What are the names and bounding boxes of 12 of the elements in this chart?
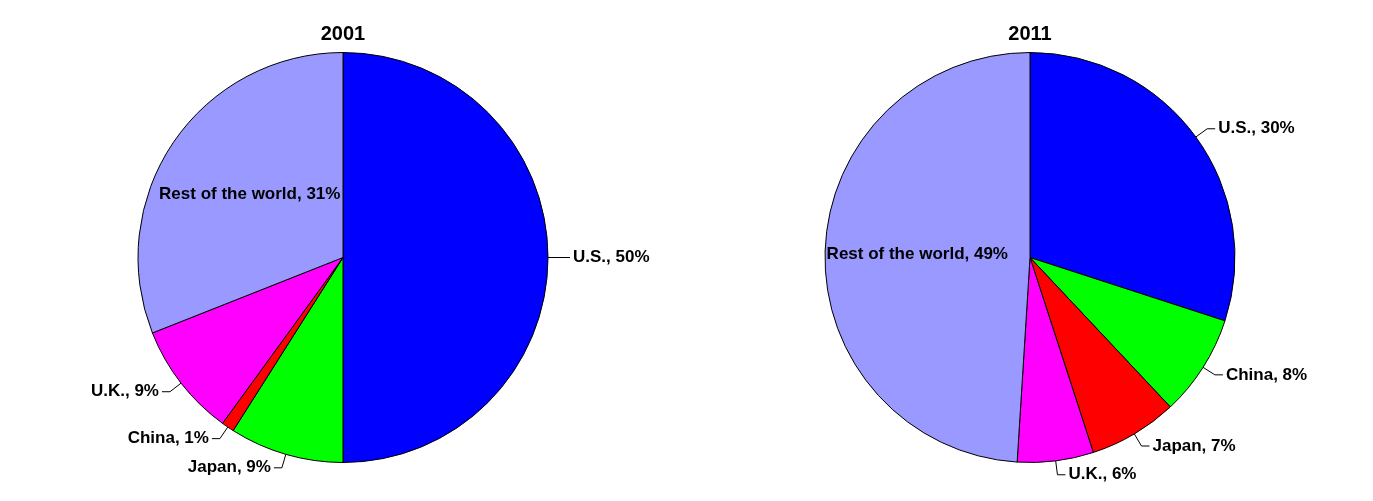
slice-label: China, 1%: [127, 428, 209, 448]
chart-title: 2001: [320, 21, 366, 44]
slice-label: U.S., 30%: [1218, 118, 1295, 138]
slice-label: Rest of the world, 31%: [159, 183, 341, 203]
slice-label: U.K., 6%: [1068, 464, 1137, 484]
slice-label: Japan, 7%: [1152, 435, 1236, 455]
slice-label: Japan, 9%: [187, 457, 271, 477]
slice-label: China, 8%: [1225, 364, 1308, 384]
slice-label: U.K., 9%: [90, 381, 159, 401]
slice-label: Rest of the world, 49%: [826, 243, 1008, 263]
chart-title: 2011: [1008, 21, 1052, 44]
slice-label: U.S., 50%: [573, 247, 650, 267]
